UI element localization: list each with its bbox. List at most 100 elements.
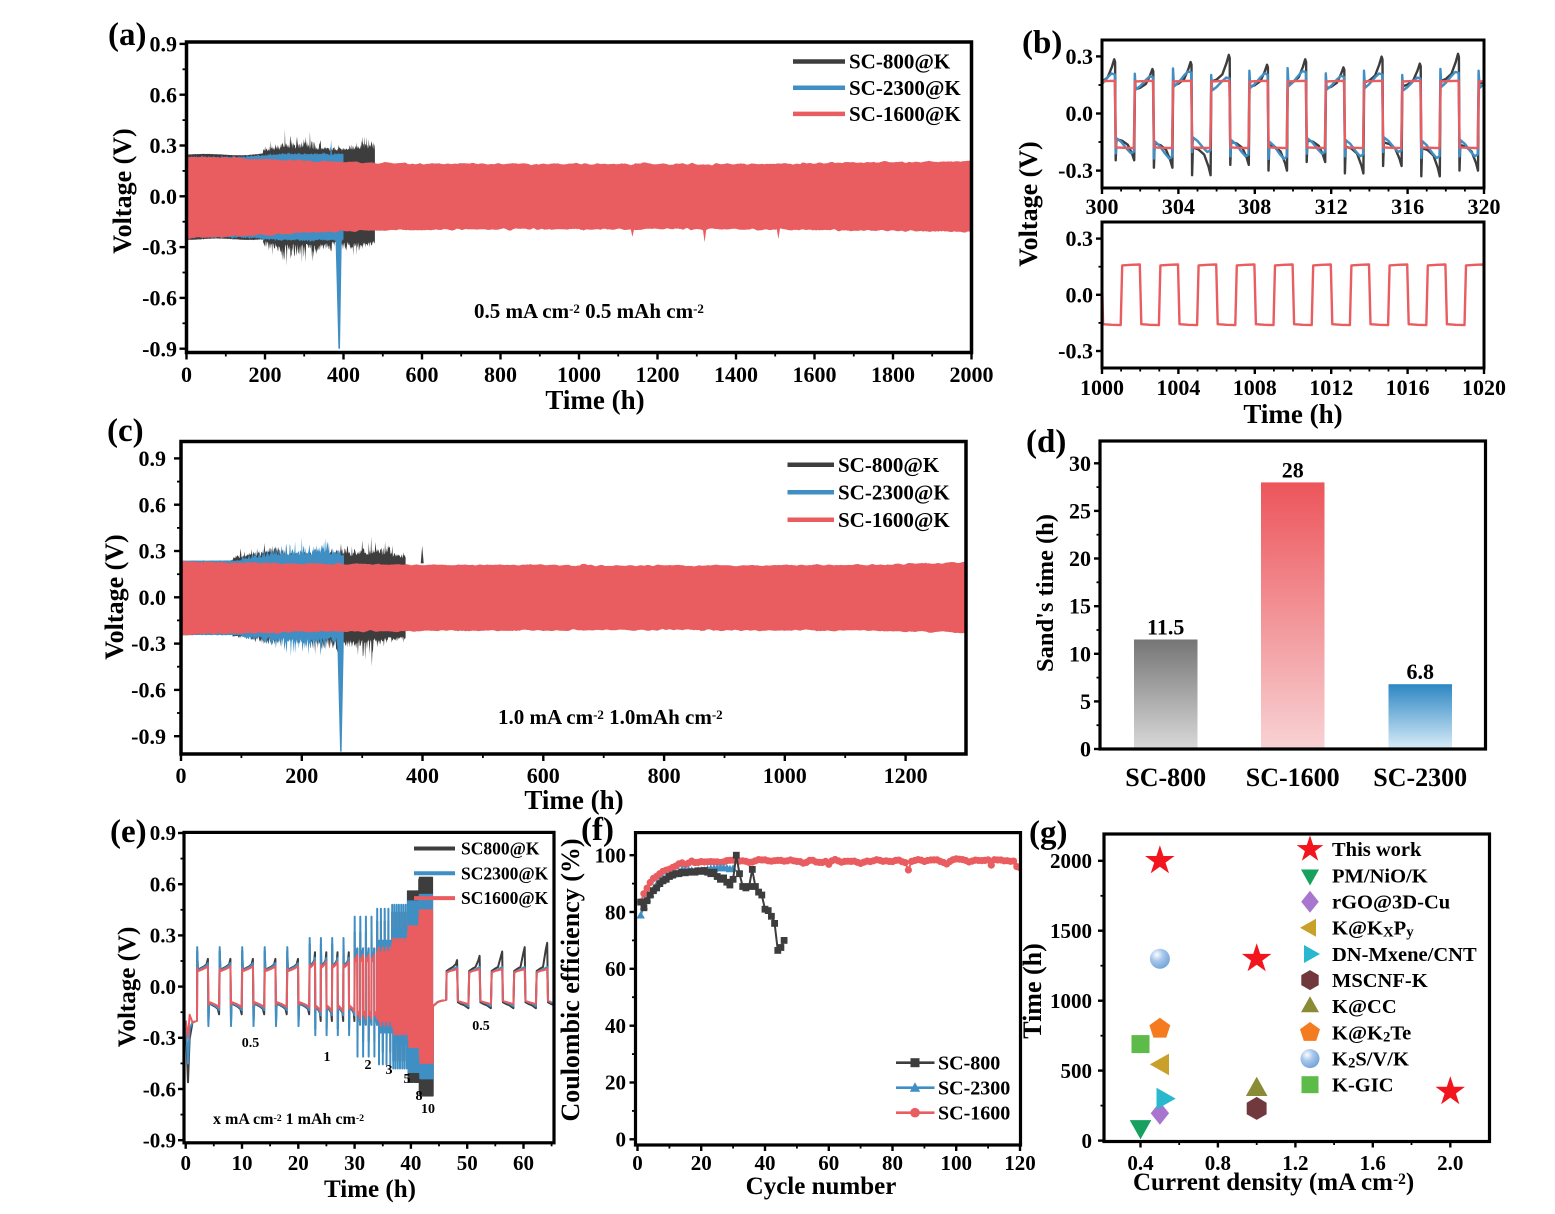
- svg-text:600: 600: [406, 362, 439, 387]
- svg-text:Cycle number: Cycle number: [746, 1173, 897, 1200]
- svg-text:Current density (mA cm-2): Current density (mA cm-2): [1133, 1169, 1414, 1196]
- svg-text:-0.9: -0.9: [143, 1129, 176, 1153]
- svg-text:1000: 1000: [763, 763, 807, 788]
- svg-text:Voltage (V): Voltage (V): [1014, 141, 1043, 266]
- svg-text:0.9: 0.9: [150, 32, 178, 57]
- svg-text:30: 30: [344, 1151, 365, 1175]
- svg-text:2: 2: [365, 1058, 372, 1073]
- svg-text:(a): (a): [108, 17, 146, 53]
- svg-text:1600: 1600: [793, 362, 837, 387]
- svg-text:-0.3: -0.3: [1058, 158, 1093, 183]
- svg-text:316: 316: [1391, 194, 1424, 219]
- svg-text:(c): (c): [107, 413, 144, 449]
- svg-text:K-GIC: K-GIC: [1332, 1075, 1394, 1097]
- svg-text:10: 10: [421, 1102, 435, 1117]
- svg-text:2.0: 2.0: [1437, 1151, 1463, 1175]
- svg-text:SC-2300: SC-2300: [938, 1077, 1010, 1099]
- svg-text:400: 400: [406, 763, 439, 788]
- svg-text:1000: 1000: [1080, 375, 1124, 400]
- svg-text:Voltage (V): Voltage (V): [108, 128, 137, 253]
- svg-text:1008: 1008: [1233, 375, 1277, 400]
- svg-text:0.0: 0.0: [150, 184, 178, 209]
- svg-text:K@K2Te: K@K2Te: [1332, 1022, 1411, 1045]
- svg-text:DN-Mxene/CNT: DN-Mxene/CNT: [1332, 944, 1477, 966]
- svg-text:1.2: 1.2: [1282, 1151, 1308, 1175]
- svg-text:20: 20: [288, 1151, 309, 1175]
- svg-text:SC-2300@K: SC-2300@K: [838, 481, 950, 505]
- svg-text:0.5: 0.5: [472, 1019, 490, 1034]
- svg-text:1200: 1200: [884, 763, 928, 788]
- svg-text:1: 1: [324, 1050, 331, 1065]
- svg-text:0.3: 0.3: [150, 924, 176, 948]
- svg-text:MSCNF-K: MSCNF-K: [1332, 970, 1428, 992]
- svg-text:0.9: 0.9: [139, 446, 167, 471]
- svg-text:1020: 1020: [1462, 375, 1506, 400]
- svg-text:0.6: 0.6: [150, 82, 178, 107]
- svg-text:15: 15: [1069, 594, 1091, 619]
- svg-text:SC-1600@K: SC-1600@K: [849, 102, 961, 126]
- svg-text:SC-800@K: SC-800@K: [838, 453, 940, 477]
- svg-text:312: 312: [1315, 194, 1348, 219]
- svg-text:SC-2300@K: SC-2300@K: [849, 76, 961, 100]
- svg-text:-0.3: -0.3: [131, 631, 166, 656]
- svg-text:120: 120: [1004, 1151, 1036, 1175]
- svg-text:304: 304: [1162, 194, 1195, 219]
- svg-text:-0.6: -0.6: [143, 1077, 176, 1101]
- svg-text:0: 0: [176, 763, 187, 788]
- svg-text:0: 0: [632, 1151, 643, 1175]
- svg-text:0.3: 0.3: [150, 133, 178, 158]
- svg-text:SC2300@K: SC2300@K: [461, 863, 549, 883]
- svg-text:x mA cm-2 1 mAh cm-2: x mA cm-2 1 mAh cm-2: [213, 1111, 364, 1128]
- svg-text:60: 60: [513, 1151, 534, 1175]
- svg-text:80: 80: [605, 900, 626, 924]
- svg-text:rGO@3D-Cu: rGO@3D-Cu: [1332, 892, 1450, 914]
- svg-text:0.0: 0.0: [1066, 101, 1094, 126]
- svg-text:SC800@K: SC800@K: [461, 839, 540, 859]
- svg-text:1400: 1400: [714, 362, 758, 387]
- svg-text:8: 8: [416, 1089, 423, 1104]
- svg-text:SC-800: SC-800: [938, 1052, 1000, 1074]
- svg-text:40: 40: [755, 1151, 776, 1175]
- svg-text:20: 20: [1069, 546, 1091, 571]
- svg-text:SC1600@K: SC1600@K: [461, 888, 549, 908]
- svg-text:200: 200: [285, 763, 318, 788]
- svg-text:30: 30: [1069, 451, 1091, 476]
- svg-text:SC-800@K: SC-800@K: [849, 50, 951, 74]
- svg-text:1500: 1500: [1050, 919, 1092, 943]
- svg-text:(d): (d): [1026, 424, 1066, 460]
- svg-text:0: 0: [1080, 737, 1091, 762]
- svg-text:This work: This work: [1332, 839, 1422, 861]
- svg-text:0.5 mA cm-2 0.5 mAh cm-2: 0.5 mA cm-2 0.5 mAh cm-2: [474, 299, 704, 323]
- svg-text:5: 5: [1080, 689, 1091, 714]
- svg-text:(f): (f): [581, 812, 614, 848]
- svg-text:SC-2300: SC-2300: [1373, 763, 1467, 792]
- svg-text:60: 60: [818, 1151, 839, 1175]
- svg-text:Time (h): Time (h): [545, 385, 644, 415]
- svg-text:-0.6: -0.6: [142, 286, 177, 311]
- svg-text:20: 20: [605, 1071, 626, 1095]
- svg-text:60: 60: [605, 957, 626, 981]
- svg-text:0: 0: [181, 362, 192, 387]
- svg-text:-0.9: -0.9: [131, 724, 166, 749]
- svg-text:Voltage (V): Voltage (V): [114, 927, 141, 1048]
- svg-text:-0.3: -0.3: [143, 1026, 176, 1050]
- svg-text:Time (h): Time (h): [524, 785, 623, 815]
- svg-text:1000: 1000: [1050, 989, 1092, 1013]
- svg-text:K2S/V/K: K2S/V/K: [1332, 1048, 1409, 1071]
- svg-text:0: 0: [1082, 1129, 1093, 1153]
- svg-text:50: 50: [457, 1151, 478, 1175]
- svg-text:Voltage (V): Voltage (V): [100, 534, 129, 659]
- svg-text:SC-800: SC-800: [1125, 763, 1206, 792]
- svg-text:PM/NiO/K: PM/NiO/K: [1332, 865, 1428, 887]
- svg-text:40: 40: [400, 1151, 421, 1175]
- svg-text:(b): (b): [1022, 25, 1062, 61]
- svg-text:0.9: 0.9: [150, 821, 176, 845]
- svg-text:K@CC: K@CC: [1332, 996, 1397, 1018]
- svg-text:6.8: 6.8: [1406, 659, 1434, 684]
- svg-text:Time (h): Time (h): [1018, 943, 1047, 1039]
- svg-text:40: 40: [605, 1014, 626, 1038]
- svg-text:Coulombic efficiency (%): Coulombic efficiency (%): [556, 838, 585, 1121]
- svg-text:300: 300: [1086, 194, 1119, 219]
- svg-text:1000: 1000: [557, 362, 601, 387]
- svg-text:600: 600: [527, 763, 560, 788]
